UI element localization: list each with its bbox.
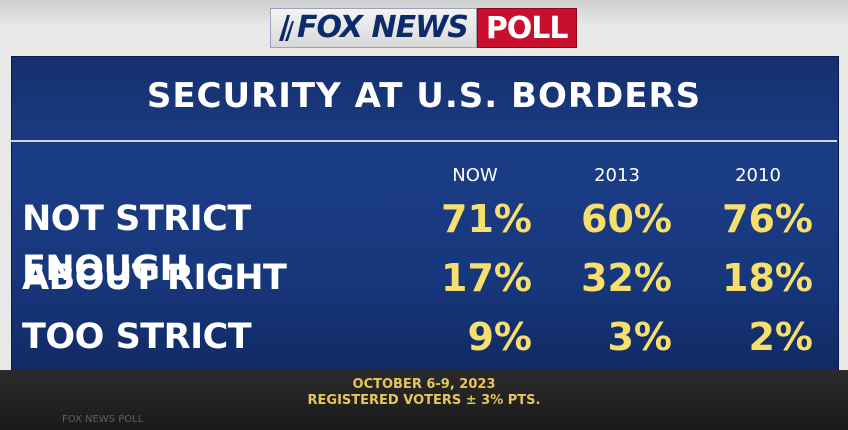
watermark: FOX NEWS POLL <box>62 414 144 425</box>
cell-too-strict-2010: 2% <box>748 315 813 359</box>
column-header-2010: 2010 <box>735 165 781 186</box>
cell-not-strict-enough-2013: 60% <box>581 197 672 241</box>
cell-not-strict-enough-2010: 76% <box>722 197 813 241</box>
footer-bar <box>0 370 848 430</box>
fox-claw-icon <box>279 15 294 41</box>
chart-title: SECURITY AT U.S. BORDERS <box>146 76 702 116</box>
row-label-too-strict: TOO STRICT <box>22 317 252 357</box>
cell-about-right-2013: 32% <box>581 256 672 300</box>
column-header-2013: 2013 <box>594 165 640 186</box>
column-header-now: NOW <box>452 165 498 186</box>
row-label-not-strict-enough: NOT STRICT ENOUGH <box>22 199 251 289</box>
cell-not-strict-enough-now: 71% <box>441 197 532 241</box>
network-name: FOX NEWS <box>297 10 469 45</box>
cell-too-strict-now: 9% <box>467 315 532 359</box>
cell-about-right-now: 17% <box>441 256 532 300</box>
row-label-about-right: ABOUT RIGHT <box>22 258 287 298</box>
poll-dates: OCTOBER 6-9, 2023 <box>352 377 496 392</box>
sample-and-margin: REGISTERED VOTERS ± 3% PTS. <box>307 393 541 408</box>
poll-badge: POLL <box>476 8 577 48</box>
cell-about-right-2010: 18% <box>722 256 813 300</box>
fox-news-poll-logo: FOX NEWS POLL <box>270 8 577 48</box>
results-panel <box>11 56 839 372</box>
cell-too-strict-2013: 3% <box>607 315 672 359</box>
fox-news-wordmark: FOX NEWS <box>270 8 477 48</box>
title-divider <box>11 140 837 142</box>
